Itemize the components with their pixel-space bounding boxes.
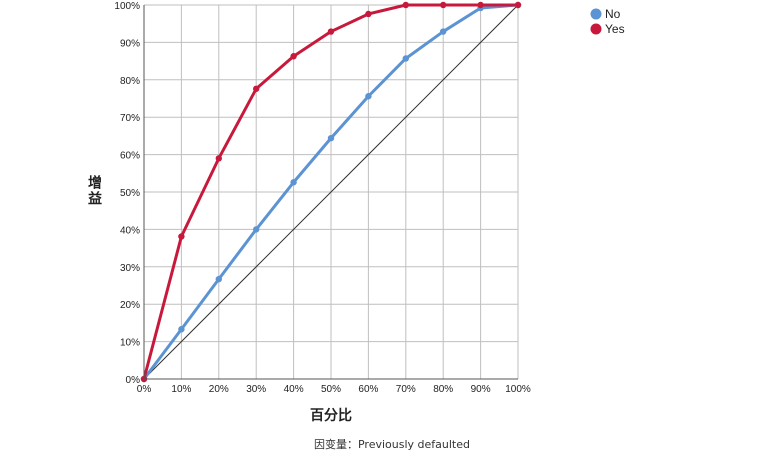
x-tick-label: 20%	[209, 384, 229, 395]
data-point-yes	[178, 233, 185, 240]
data-point-yes	[477, 1, 484, 9]
y-axis-title: 增益	[86, 174, 102, 207]
data-point-yes	[327, 28, 335, 35]
data-point-yes	[402, 1, 409, 9]
x-axis-title: 百分比	[310, 407, 352, 424]
data-point-no	[365, 93, 372, 100]
data-point-no	[178, 326, 185, 333]
y-tick-labels: 0% 10% 20% 30% 40% 50% 60% 70% 80% 90% 100%	[114, 1, 140, 386]
data-point-no	[253, 226, 260, 233]
y-tick-label: 60%	[120, 151, 140, 162]
data-point-yes	[253, 85, 260, 92]
x-tick-label: 90%	[471, 384, 491, 395]
data-point-yes	[365, 10, 372, 18]
legend-label-no: No	[605, 7, 621, 21]
series-layer	[140, 1, 522, 383]
data-point-yes	[215, 155, 222, 162]
data-point-no	[402, 55, 409, 62]
legend-marker-yes	[590, 23, 602, 35]
axes	[143, 5, 518, 380]
y-tick-label: 0%	[126, 375, 141, 386]
x-tick-label: 70%	[396, 384, 416, 395]
data-point-no	[290, 179, 297, 186]
x-tick-label: 50%	[321, 384, 341, 395]
y-tick-label: 10%	[120, 338, 140, 349]
x-tick-label: 80%	[433, 384, 453, 395]
x-tick-label: 60%	[358, 384, 378, 395]
x-tick-label: 100%	[505, 384, 531, 395]
legend-marker-no	[590, 8, 602, 20]
dependent-variable-note: 因变量：Previously defaulted	[314, 437, 470, 451]
baseline-diagonal	[143, 4, 519, 380]
x-tick-label: 40%	[284, 384, 304, 395]
y-tick-label: 70%	[120, 113, 140, 124]
x-tick-labels: 0% 10% 20% 30% 40% 50% 60% 70% 80% 90% 100%	[137, 384, 531, 395]
x-tick-label: 30%	[246, 384, 266, 395]
data-point-yes	[440, 1, 447, 9]
y-tick-label: 40%	[120, 225, 140, 236]
y-tick-label: 90%	[120, 38, 140, 49]
y-tick-label: 100%	[114, 1, 140, 12]
data-point-no	[327, 134, 335, 142]
data-point-yes	[514, 1, 522, 9]
data-point-no	[440, 28, 447, 35]
y-tick-label: 30%	[120, 263, 140, 274]
data-point-no	[215, 275, 222, 283]
x-tick-label: 0%	[137, 384, 152, 395]
legend-label-yes: Yes	[605, 22, 625, 36]
y-tick-label: 80%	[120, 76, 140, 87]
x-tick-label: 10%	[171, 384, 191, 395]
y-tick-label: 50%	[120, 188, 140, 199]
data-point-yes	[290, 53, 297, 60]
y-tick-label: 20%	[120, 300, 140, 311]
